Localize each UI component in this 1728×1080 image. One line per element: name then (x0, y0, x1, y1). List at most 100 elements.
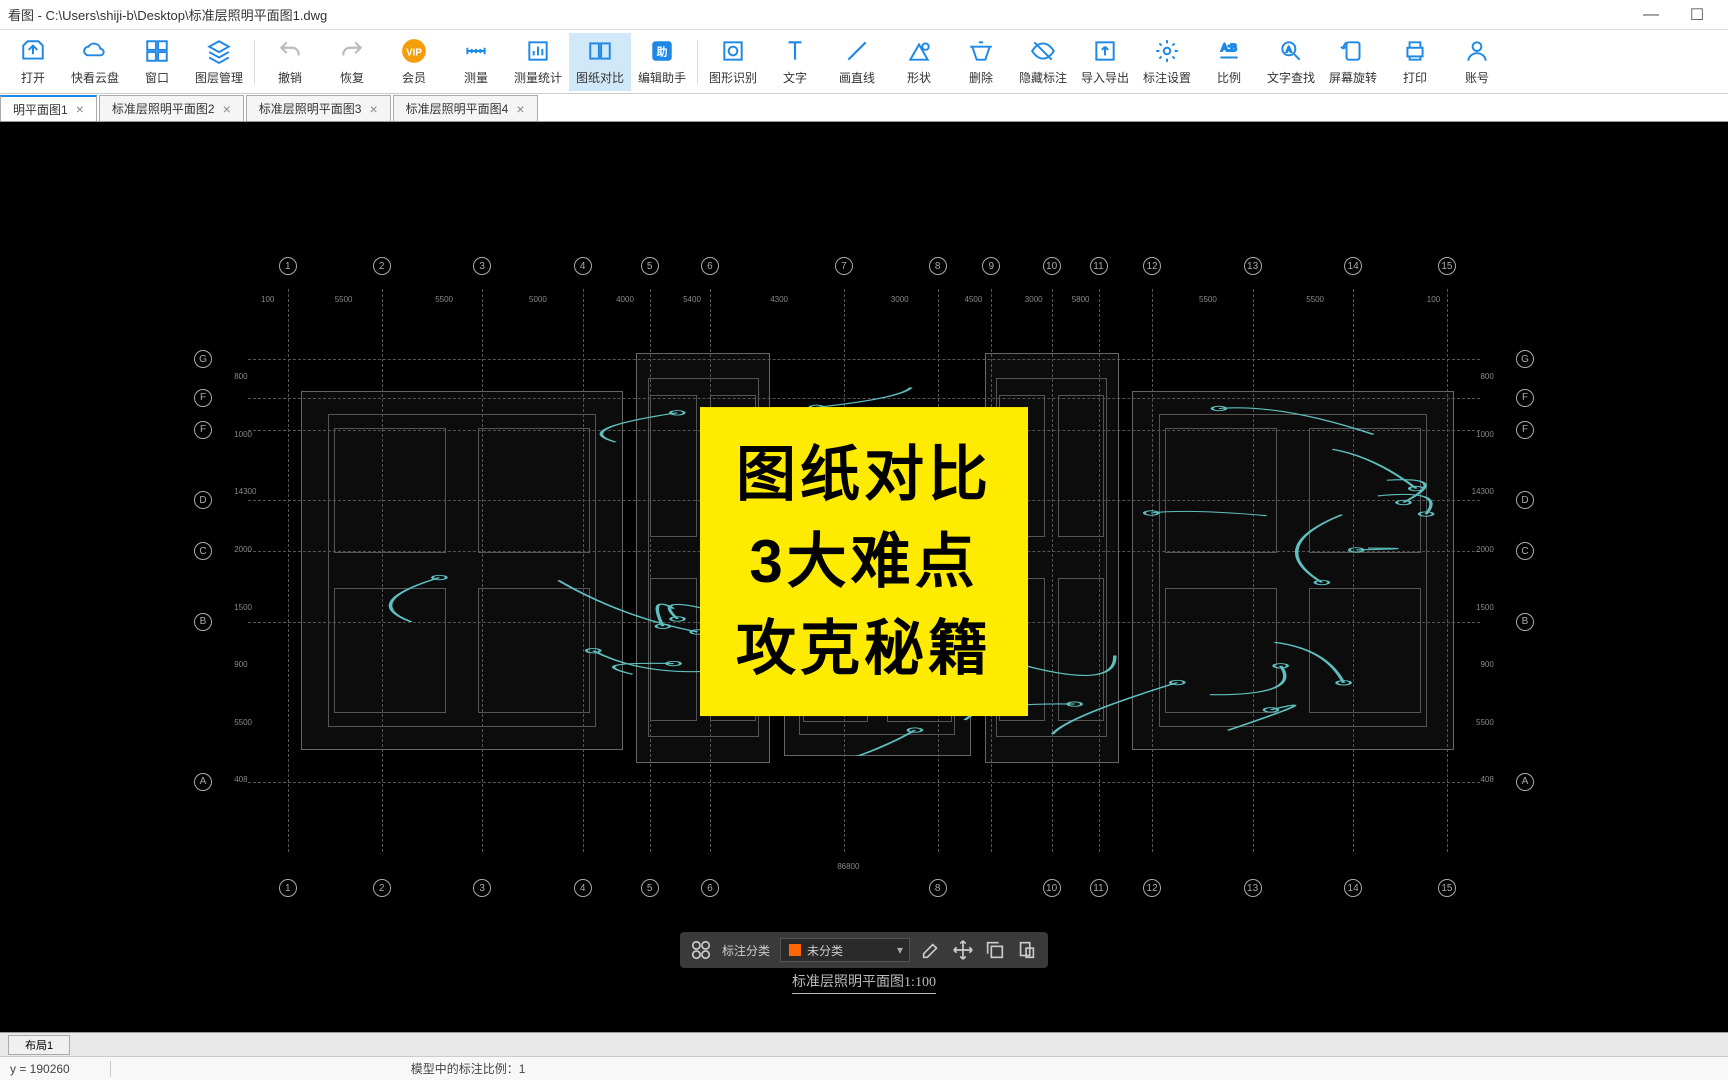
grid-bubble-bottom: 4 (574, 879, 592, 897)
dimension-left: 800 (234, 372, 247, 381)
move-icon[interactable] (952, 939, 974, 961)
tool-redo[interactable]: 恢复 (321, 33, 383, 91)
grid-bubble-right: C (1516, 542, 1534, 560)
grid-bubble-right: F (1516, 389, 1534, 407)
shape-icon (905, 37, 933, 65)
overlay-caption: 图纸对比 3大难点 攻克秘籍 (700, 407, 1028, 716)
tool-open[interactable]: 打开 (2, 33, 64, 91)
tool-compare[interactable]: 图纸对比 (569, 33, 631, 91)
tool-label: 窗口 (145, 69, 169, 86)
dimension-left: 408 (234, 775, 247, 784)
tool-label: 标注设置 (1143, 69, 1191, 86)
edit-annotation-icon[interactable] (920, 939, 942, 961)
tool-label: 会员 (402, 69, 426, 86)
tool-label: 比例 (1217, 69, 1241, 86)
grid-bubble-bottom: 14 (1344, 879, 1362, 897)
grid-bubble-right: B (1516, 613, 1534, 631)
status-scale: 模型中的标注比例：1 (411, 1060, 526, 1077)
text-icon (781, 37, 809, 65)
dimension-top: 5500 (435, 295, 453, 304)
drawing-canvas[interactable]: 1234567891011121314151234568101112131415… (0, 122, 1728, 1032)
dimension-top: 5500 (1306, 295, 1324, 304)
document-tab-3[interactable]: 标准层照明平面图3× (246, 95, 391, 121)
tool-label: 文字 (783, 69, 807, 86)
window-minimize[interactable]: — (1628, 0, 1674, 30)
tab-close-icon[interactable]: × (223, 101, 231, 117)
toolbar-separator (697, 40, 698, 84)
tool-label: 恢复 (340, 69, 364, 86)
dimension-right: 900 (1480, 660, 1493, 669)
grid-bubble-right: G (1516, 350, 1534, 368)
tool-textsearch[interactable]: A文字查找 (1260, 33, 1322, 91)
tool-account[interactable]: 账号 (1446, 33, 1508, 91)
tool-delete[interactable]: 删除 (950, 33, 1012, 91)
hidemark-icon (1029, 37, 1057, 65)
tool-edithelper[interactable]: 助编辑助手 (631, 33, 693, 91)
dimension-left: 14300 (234, 487, 256, 496)
compare-icon (586, 37, 614, 65)
tool-window[interactable]: 窗口 (126, 33, 188, 91)
tool-text[interactable]: 文字 (764, 33, 826, 91)
grid-bubble-bottom: 1 (279, 879, 297, 897)
tool-print[interactable]: 打印 (1384, 33, 1446, 91)
paste-icon[interactable] (1016, 939, 1038, 961)
svg-text:VIP: VIP (406, 47, 422, 58)
grid-view-icon[interactable] (690, 939, 712, 961)
tool-shaperec[interactable]: 图形识别 (702, 33, 764, 91)
grid-bubble-bottom: 10 (1043, 879, 1061, 897)
document-tab-4[interactable]: 标准层照明平面图4× (393, 95, 538, 121)
tool-label: 图层管理 (195, 69, 243, 86)
annotation-category-select[interactable]: 未分类 (780, 938, 910, 962)
statusbar: y = 190260 模型中的标注比例：1 (0, 1056, 1728, 1080)
tool-scale[interactable]: A:B 比例 (1198, 33, 1260, 91)
grid-bubble-top: 6 (701, 257, 719, 275)
tool-shape[interactable]: 形状 (888, 33, 950, 91)
tab-close-icon[interactable]: × (516, 101, 524, 117)
textsearch-icon: A (1277, 37, 1305, 65)
grid-bubble-top: 4 (574, 257, 592, 275)
tool-line[interactable]: 画直线 (826, 33, 888, 91)
scale-icon: A:B (1215, 37, 1243, 65)
tool-measurestat[interactable]: 测量统计 (507, 33, 569, 91)
grid-bubble-top: 10 (1043, 257, 1061, 275)
grid-bubble-bottom: 15 (1438, 879, 1456, 897)
line-icon (843, 37, 871, 65)
grid-bubble-right: A (1516, 773, 1534, 791)
tool-importexport[interactable]: 导入导出 (1074, 33, 1136, 91)
dimension-top: 5400 (683, 295, 701, 304)
tab-close-icon[interactable]: × (369, 101, 377, 117)
rotate-icon (1339, 37, 1367, 65)
tool-vip[interactable]: VIP 会员 (383, 33, 445, 91)
dimension-top: 4000 (616, 295, 634, 304)
tool-label: 打印 (1403, 69, 1427, 86)
grid-line-horizontal (248, 359, 1481, 360)
edithelper-icon: 助 (648, 37, 676, 65)
layout-tab-1[interactable]: 布局1 (8, 1035, 70, 1055)
window-icon (143, 37, 171, 65)
tool-label: 打开 (21, 69, 45, 86)
dimension-left: 1500 (234, 603, 252, 612)
tab-close-icon[interactable]: × (76, 101, 84, 117)
tool-label: 快看云盘 (71, 69, 119, 86)
tool-markset[interactable]: 标注设置 (1136, 33, 1198, 91)
tool-layer[interactable]: 图层管理 (188, 33, 250, 91)
tool-label: 测量 (464, 69, 488, 86)
tool-rotate[interactable]: 屏幕旋转 (1322, 33, 1384, 91)
tool-undo[interactable]: 撤销 (259, 33, 321, 91)
overlay-line2: 3大难点 (736, 518, 992, 605)
tool-cloud[interactable]: 快看云盘 (64, 33, 126, 91)
window-maximize[interactable]: ☐ (1674, 0, 1720, 30)
tool-label: 撤销 (278, 69, 302, 86)
document-tab-1[interactable]: 明平面图1× (0, 95, 97, 121)
copy-icon[interactable] (984, 939, 1006, 961)
dimension-top: 100 (261, 295, 274, 304)
dimension-right: 408 (1480, 775, 1493, 784)
tool-hidemark[interactable]: 隐藏标注 (1012, 33, 1074, 91)
document-tab-2[interactable]: 标准层照明平面图2× (99, 95, 244, 121)
grid-bubble-top: 11 (1090, 257, 1108, 275)
grid-bubble-right: D (1516, 491, 1534, 509)
tool-measure[interactable]: 测量 (445, 33, 507, 91)
dimension-right: 800 (1480, 372, 1493, 381)
shaperec-icon (719, 37, 747, 65)
redo-icon (338, 37, 366, 65)
